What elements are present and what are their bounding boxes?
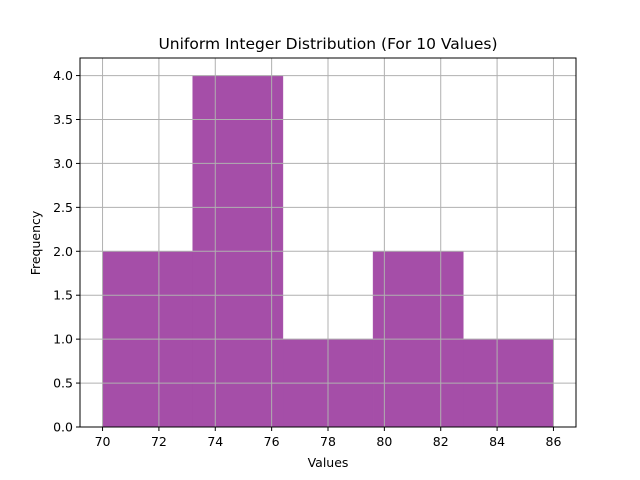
x-tick-label-4: 78 <box>320 434 336 449</box>
y-tick-label-2: 1.0 <box>53 332 73 347</box>
x-tick-label-2: 74 <box>207 434 223 449</box>
y-axis-ticks: 0.0 0.5 1.0 1.5 2.0 2.5 3.0 3.5 4.0 <box>53 68 80 435</box>
y-tick-label-5: 2.5 <box>53 200 73 215</box>
x-tick-label-3: 76 <box>264 434 280 449</box>
y-tick-label-1: 0.5 <box>53 376 73 391</box>
y-tick-label-8: 4.0 <box>53 68 73 83</box>
y-tick-label-4: 2.0 <box>53 244 73 259</box>
x-tick-label-6: 82 <box>433 434 449 449</box>
chart-title: Uniform Integer Distribution (For 10 Val… <box>158 35 497 53</box>
y-tick-label-7: 3.5 <box>53 112 73 127</box>
grid <box>80 58 576 428</box>
x-axis-label: Values <box>308 455 349 470</box>
y-tick-label-6: 3.0 <box>53 156 73 171</box>
y-axis-label: Frequency <box>28 210 43 275</box>
x-tick-label-0: 70 <box>95 434 111 449</box>
x-tick-label-5: 80 <box>376 434 392 449</box>
x-tick-label-8: 86 <box>546 434 562 449</box>
x-tick-label-7: 84 <box>489 434 505 449</box>
x-tick-label-1: 72 <box>151 434 167 449</box>
x-axis-ticks: 70 72 74 76 78 80 82 84 86 <box>95 427 562 449</box>
y-tick-label-3: 1.5 <box>53 288 73 303</box>
y-tick-label-0: 0.0 <box>53 420 73 435</box>
